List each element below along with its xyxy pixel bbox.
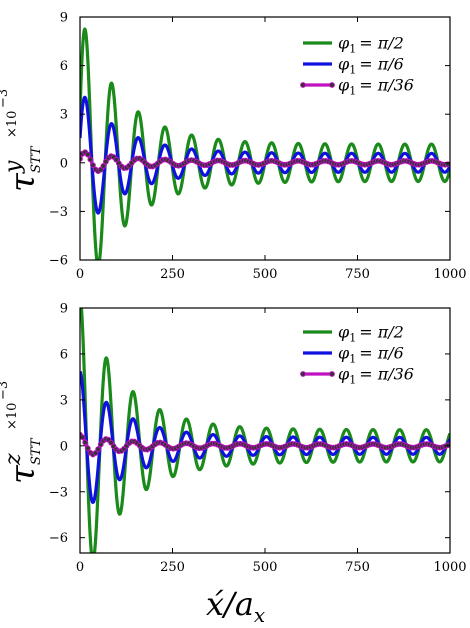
y-label-factor: ×10 bbox=[5, 111, 20, 138]
y-label-exponent: −3 bbox=[0, 89, 11, 108]
x-tick-label: 1000 bbox=[433, 267, 466, 282]
y-tick-label: −3 bbox=[49, 485, 68, 500]
legend-label: φ1 = π/36 bbox=[338, 76, 414, 98]
legend-marker bbox=[300, 371, 306, 377]
y-tick-label: 0 bbox=[60, 439, 68, 454]
legend-label: φ1 = π/2 bbox=[338, 34, 404, 56]
y-label-tau: τ bbox=[3, 464, 43, 484]
series-marker bbox=[100, 163, 107, 169]
series-marker bbox=[84, 151, 91, 158]
series-line-2 bbox=[80, 370, 450, 505]
x-tick-label: 0 bbox=[76, 560, 84, 575]
x-axis-label: x́/ax bbox=[206, 585, 265, 627]
series-marker bbox=[92, 450, 99, 456]
y-axis-label: τy STT ×10 −3 bbox=[0, 89, 44, 192]
legend-label: φ1 = π/6 bbox=[338, 55, 404, 77]
legend-label: φ1 = π/36 bbox=[338, 365, 414, 387]
legend-marker bbox=[329, 371, 335, 377]
x-tick-label: 500 bbox=[253, 267, 278, 282]
series-marker bbox=[444, 442, 450, 449]
y-label-tau: τ bbox=[3, 172, 43, 192]
legend-label: φ1 = π/6 bbox=[338, 344, 404, 366]
x-tick-label: 500 bbox=[253, 560, 278, 575]
y-label-factor: ×10 bbox=[5, 403, 20, 430]
y-label-sub: STT bbox=[29, 145, 44, 173]
y-label-sub: STT bbox=[29, 437, 44, 465]
legend: φ1 = π/2φ1 = π/6φ1 = π/36 bbox=[300, 34, 414, 98]
series-marker bbox=[80, 434, 86, 441]
series-marker bbox=[87, 156, 94, 163]
series-marker bbox=[84, 445, 91, 452]
x-tick-label: 250 bbox=[160, 560, 185, 575]
x-tick-label: 750 bbox=[345, 267, 370, 282]
series-marker bbox=[95, 446, 102, 453]
legend-marker bbox=[300, 82, 306, 88]
y-label-exponent: −3 bbox=[0, 381, 11, 400]
series-line-1 bbox=[80, 308, 450, 553]
legend: φ1 = π/2φ1 = π/6φ1 = π/36 bbox=[300, 323, 414, 387]
y-axis-label: τz STT ×10 −3 bbox=[0, 381, 44, 484]
series-marker bbox=[97, 441, 104, 448]
x-tick-label: 750 bbox=[345, 560, 370, 575]
y-tick-label: 9 bbox=[60, 302, 68, 317]
y-tick-label: −3 bbox=[49, 205, 68, 220]
y-tick-label: 0 bbox=[60, 156, 68, 171]
x-tick-label: 1000 bbox=[433, 560, 466, 575]
plot-area bbox=[80, 27, 450, 260]
y-tick-label: 6 bbox=[60, 347, 68, 362]
y-label-sup: z bbox=[1, 453, 26, 466]
series-marker bbox=[82, 439, 89, 446]
y-tick-label: −6 bbox=[49, 531, 68, 546]
plot-area bbox=[80, 308, 450, 553]
legend-marker bbox=[329, 82, 335, 88]
x-tick-label: 250 bbox=[160, 267, 185, 282]
y-label-sup: y bbox=[1, 160, 26, 174]
y-tick-label: 6 bbox=[60, 59, 68, 74]
y-tick-label: −6 bbox=[49, 254, 68, 269]
y-tick-label: 3 bbox=[60, 393, 68, 408]
y-tick-label: 9 bbox=[60, 11, 68, 26]
legend-label: φ1 = π/2 bbox=[338, 323, 404, 345]
series-marker bbox=[90, 162, 96, 169]
y-tick-label: 3 bbox=[60, 108, 68, 123]
x-tick-label: 0 bbox=[76, 267, 84, 282]
